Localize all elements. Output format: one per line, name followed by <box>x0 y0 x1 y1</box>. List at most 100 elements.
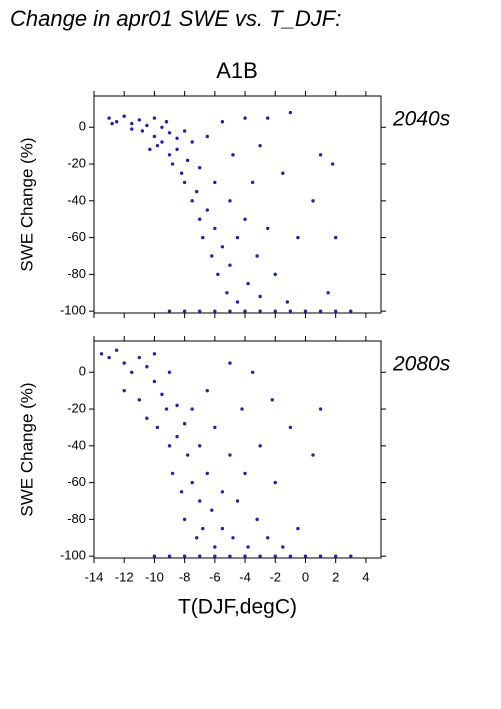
point <box>182 554 187 558</box>
page-title: Change in apr01 SWE vs. T_DJF: <box>10 6 341 31</box>
point <box>175 434 179 439</box>
y-tick-label: -60 <box>67 229 86 244</box>
point <box>210 508 214 512</box>
point <box>145 365 149 369</box>
y-tick-label: 0 <box>79 364 86 379</box>
point <box>155 143 160 148</box>
x-tick-label: -2 <box>269 569 281 584</box>
point <box>99 352 104 356</box>
point <box>185 453 190 457</box>
point <box>213 554 217 558</box>
point <box>303 309 308 313</box>
point <box>152 554 157 558</box>
point <box>167 554 172 558</box>
point <box>228 263 232 267</box>
x-tick-label: 0 <box>302 569 309 584</box>
point <box>201 526 205 531</box>
point <box>148 147 152 152</box>
point <box>167 153 172 157</box>
y-tick-label: -60 <box>67 474 86 489</box>
point <box>182 129 187 133</box>
point <box>145 416 149 420</box>
point <box>318 407 323 411</box>
x-tick-label: -10 <box>145 569 164 584</box>
x-tick-label: -4 <box>239 569 251 584</box>
point <box>250 370 255 374</box>
point <box>231 536 235 540</box>
point <box>213 180 217 185</box>
point <box>198 309 202 313</box>
point <box>137 398 142 402</box>
point <box>213 309 217 313</box>
y-tick-label: 0 <box>79 119 86 134</box>
point <box>122 361 126 365</box>
point <box>296 526 300 531</box>
point <box>175 403 179 408</box>
point <box>228 554 232 558</box>
point <box>273 309 277 313</box>
point <box>255 254 259 258</box>
point <box>318 153 323 157</box>
point <box>152 352 157 356</box>
plot-frame <box>93 340 382 559</box>
point <box>266 116 270 120</box>
point <box>190 199 194 203</box>
point <box>114 348 119 352</box>
point <box>182 180 187 185</box>
x-tick-label: 4 <box>362 569 369 584</box>
point <box>107 116 111 120</box>
plot-frame <box>93 95 382 314</box>
x-tick-label: 2 <box>332 569 339 584</box>
point <box>198 217 202 221</box>
point <box>288 554 293 558</box>
point <box>288 425 293 430</box>
point <box>190 407 194 411</box>
y-axis-label: SWE Change (%) <box>17 382 36 516</box>
x-tick-label: -8 <box>179 569 191 584</box>
point <box>303 554 308 558</box>
point <box>243 116 247 120</box>
point <box>333 309 338 313</box>
point <box>190 480 194 485</box>
point <box>167 131 172 135</box>
point <box>205 208 209 212</box>
point <box>198 499 202 503</box>
x-tick-label: -12 <box>115 569 134 584</box>
point <box>318 309 323 313</box>
point <box>235 300 240 304</box>
point <box>195 536 199 540</box>
point <box>258 554 262 558</box>
point <box>167 444 172 448</box>
point <box>333 235 338 240</box>
point <box>213 425 217 430</box>
point <box>255 517 259 522</box>
y-tick-label: -100 <box>60 548 86 563</box>
point <box>235 235 240 240</box>
point <box>152 134 157 139</box>
point <box>198 444 202 448</box>
point <box>231 153 235 157</box>
point <box>198 554 202 558</box>
point <box>285 300 290 304</box>
point <box>311 199 315 203</box>
point <box>122 388 126 393</box>
point <box>228 309 232 313</box>
point <box>170 471 175 476</box>
point <box>130 127 134 131</box>
point <box>243 554 247 558</box>
point <box>311 453 315 457</box>
point <box>266 536 270 540</box>
point <box>160 140 164 144</box>
point <box>182 309 187 313</box>
point <box>152 379 157 384</box>
point <box>179 171 184 175</box>
point <box>243 309 247 313</box>
point <box>167 309 172 313</box>
point <box>182 517 187 522</box>
point <box>155 425 160 430</box>
y-tick-label: -40 <box>67 437 86 452</box>
point <box>205 134 209 139</box>
point <box>273 480 277 485</box>
point <box>228 199 232 203</box>
point <box>235 499 240 503</box>
